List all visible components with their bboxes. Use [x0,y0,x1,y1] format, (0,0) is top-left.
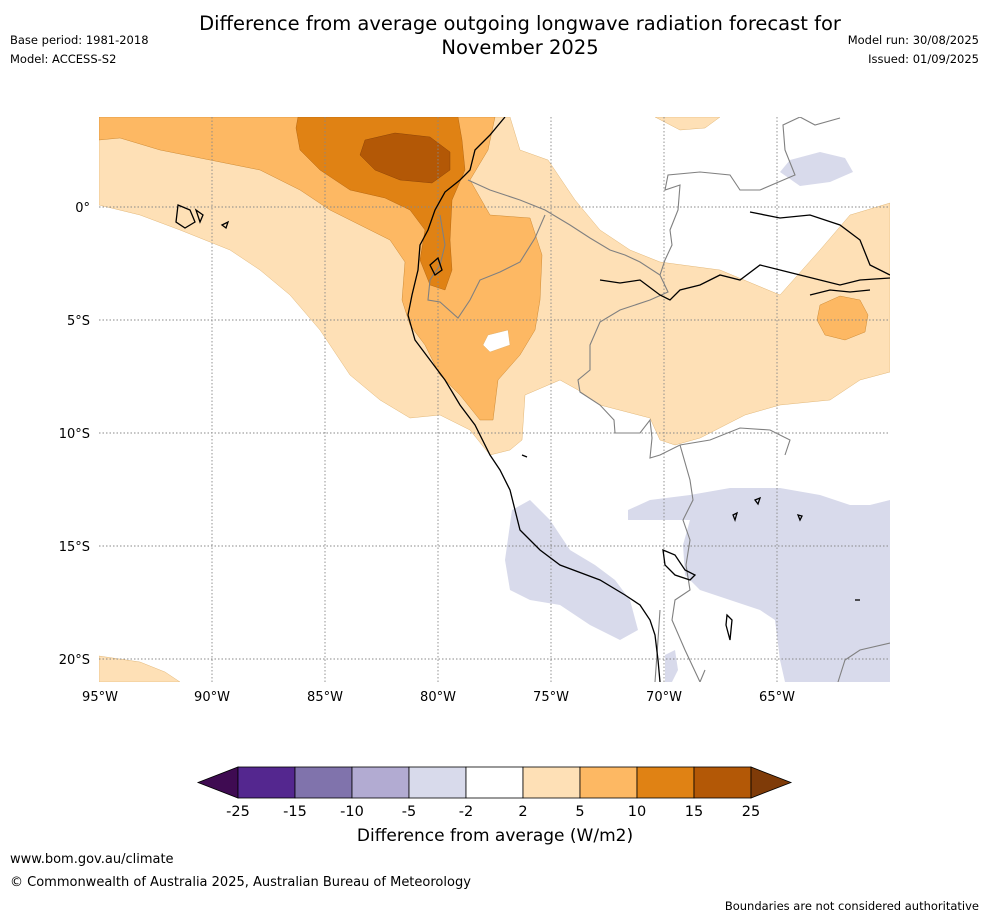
colorbar-tick: 15 [685,804,703,820]
lat-label-5s: 5°S [67,314,90,329]
lon-label-75w: 75°W [533,690,569,705]
base-period-text: Base period: 1981-2018 [10,33,149,47]
anomaly-region-minus-2-to-minus-5-northeast [780,152,853,186]
colorbar-swatch-10-15 [636,766,695,799]
colorbar-extend-low [196,766,239,799]
colorbar-extend-high [750,766,793,799]
anomaly-region-5-to-10-east [816,295,869,341]
colorbar-tick: 5 [575,804,584,820]
lat-label-15s: 15°S [59,540,90,555]
colorbar-tick: 2 [518,804,527,820]
lat-label-20s: 20°S [59,653,90,668]
anomaly-hole-near-zero [482,329,511,353]
website-url: www.bom.gov.au/climate [10,852,174,867]
lon-label-70w: 70°W [646,690,682,705]
lon-label-80w: 80°W [420,690,456,705]
anomaly-region-2-to-5-southwest [99,655,181,682]
map-panel [99,117,890,682]
anomaly-region-2-to-5-north [654,117,721,131]
model-run-text: Model run: 30/08/2025 [847,33,979,47]
colorbar-swatch-5-10 [579,766,638,799]
anomaly-region-minus-2-to-minus-5-southeast [628,488,890,682]
colorbar [196,766,793,799]
lon-label-90w: 90°W [194,690,230,705]
latitude-labels: 0° 5°S 10°S 15°S 20°S [59,201,90,668]
colorbar-swatch-minus2-2 [465,766,524,799]
colorbar-swatch-minus10-minus5 [351,766,410,799]
anomaly-region-15-to-25 [359,132,451,184]
lon-label-95w: 95°W [82,690,118,705]
colorbar-swatch-minus25-minus15 [237,766,296,799]
lat-label-0: 0° [75,201,90,216]
colorbar-swatch-minus5-minus2 [408,766,467,799]
colorbar-tick: -2 [459,804,473,820]
model-name-text: Model: ACCESS-S2 [10,52,117,66]
copyright-text: © Commonwealth of Australia 2025, Austra… [10,875,471,890]
colorbar-ticks: -25 -15 -10 -5 -2 2 5 10 15 25 [226,804,760,820]
issued-date-text: Issued: 01/09/2025 [868,52,979,66]
lon-label-85w: 85°W [307,690,343,705]
colorbar-title: Difference from average (W/m2) [356,826,634,846]
colorbar-tick: -5 [402,804,416,820]
map-title: Difference from average outgoing longwav… [150,12,890,60]
colorbar-swatch-2-5 [522,766,581,799]
longitude-labels: 95°W 90°W 85°W 80°W 75°W 70°W 65°W [82,690,795,705]
disclaimer-text: Boundaries are not considered authoritat… [724,899,979,913]
colorbar-tick: 10 [628,804,646,820]
colorbar-tick: -25 [226,804,250,820]
colorbar-swatch-15-25 [693,766,752,799]
colorbar-tick: 25 [742,804,760,820]
graticule [99,117,890,682]
title-line-1: Difference from average outgoing longwav… [199,12,841,35]
colorbar-tick: -15 [283,804,307,820]
lon-label-65w: 65°W [759,690,795,705]
colorbar-swatch-minus15-minus10 [294,766,353,799]
lat-label-10s: 10°S [59,427,90,442]
coastlines [175,117,890,682]
colorbar-tick: -10 [340,804,364,820]
title-line-2: November 2025 [441,36,599,59]
anomaly-region-minus-2-to-minus-5-small [665,650,678,682]
